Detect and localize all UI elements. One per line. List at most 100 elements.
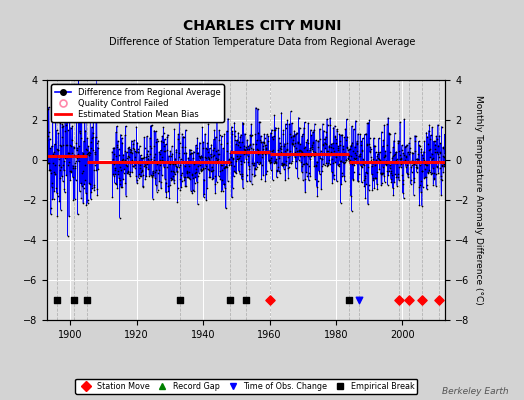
Point [302,139,311,146]
Point [226,161,235,168]
Point [209,167,217,173]
Point [372,157,380,163]
Point [256,137,264,144]
Point [78,85,86,92]
Point [426,153,434,160]
Point [54,146,62,153]
Point [195,139,204,146]
Point [323,148,331,154]
Point [360,177,368,184]
Point [171,156,179,162]
Point [112,129,120,136]
Point [348,123,356,129]
Point [83,197,92,204]
Point [387,176,395,182]
Point [386,162,395,168]
Point [77,110,85,116]
Point [284,175,292,181]
Point [169,161,178,168]
Point [335,142,344,148]
Point [115,175,123,181]
Point [43,132,52,139]
Point [70,160,79,166]
Point [50,169,58,176]
Point [139,172,148,178]
Point [303,161,311,167]
Point [94,144,102,151]
Point [365,117,374,123]
Point [62,172,70,178]
Point [241,150,249,156]
Point [354,178,363,184]
Point [154,186,162,193]
Point [141,164,150,170]
Point [385,130,393,136]
Point [310,127,318,133]
Point [374,151,382,157]
Point [145,172,154,179]
Point [287,160,296,166]
Point [439,144,447,150]
Point [313,192,322,199]
Point [182,150,190,156]
Point [357,142,365,148]
Point [75,143,83,150]
Point [268,134,277,140]
Point [365,186,373,193]
Point [403,161,411,168]
Point [255,150,263,156]
Point [196,168,205,174]
Point [370,185,378,192]
Point [306,145,314,152]
Point [69,174,77,180]
Point [309,140,317,147]
Point [93,192,102,198]
Point [403,149,412,156]
Point [174,149,183,156]
Point [89,134,97,140]
Point [280,165,288,172]
Point [198,154,206,161]
Point [413,164,421,170]
Point [268,127,276,133]
Point [423,170,432,176]
Point [175,107,183,113]
Point [68,123,77,129]
Point [189,174,198,181]
Point [180,133,188,140]
Point [299,161,308,167]
Point [401,143,410,149]
Point [282,146,291,153]
Point [91,151,100,157]
Point [135,158,143,164]
Point [173,198,182,205]
Point [57,173,66,180]
Point [358,148,366,155]
Point [377,170,385,176]
Point [185,151,194,157]
Point [394,174,402,180]
Point [221,164,229,170]
Point [140,162,149,168]
Point [303,140,312,146]
Point [133,140,141,146]
Point [221,164,230,170]
Point [173,164,181,170]
Point [206,174,214,180]
Point [213,118,221,124]
Point [396,155,405,162]
Point [46,167,54,173]
Point [237,161,245,168]
Point [372,149,380,156]
Point [254,130,263,136]
Point [392,149,400,156]
Point [408,149,417,156]
Point [366,146,375,152]
Point [288,140,296,146]
Point [356,151,364,158]
Point [289,132,297,139]
Point [108,148,116,155]
Point [78,183,86,189]
Point [360,183,368,189]
Point [49,196,58,202]
